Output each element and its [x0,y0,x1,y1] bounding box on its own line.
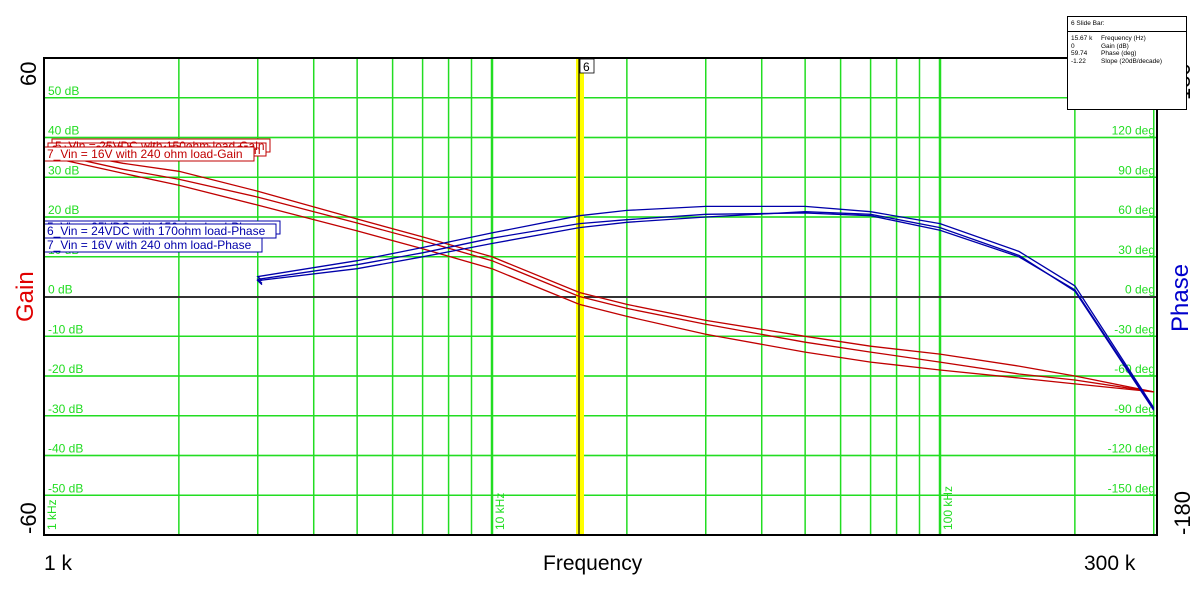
phase-tick: 60 deg [1118,203,1155,217]
x-axis-title: Frequency [543,552,643,575]
gain-curve [59,150,1154,393]
gain-tick: -40 dB [48,442,83,456]
gain-tick: -30 dB [48,402,83,416]
decade-labels: 1 kHz 10 kHz 100 kHz [45,486,955,530]
gain-tick: 0 dB [48,283,73,297]
x-axis-end: 300 k [1084,552,1136,575]
phase-tick: 90 deg [1118,163,1155,177]
phase-tick: -30 deg [1114,322,1155,336]
gain-tick: -20 dB [48,362,83,376]
gain-axis-title: Gain [12,271,39,322]
phase-curve [256,212,1155,410]
decade-label: 10 kHz [493,493,507,530]
slide-bar-row-gain: 0 Gain (dB) [1071,42,1129,50]
legend-gain: 5_Vin = 25VDC with 150ohm load-Gain 6_Vi… [43,138,271,162]
phase-tick-labels: 120 deg 90 deg 60 deg 30 deg 0 deg -30 deg -60… [1108,124,1155,496]
decade-label: 1 kHz [45,499,59,530]
phase-axis-title: Phase [1167,264,1194,332]
plot-border [43,57,1158,536]
slide-bar-title: 6 Slide Bar: [1068,17,1186,32]
phase-tick: -90 deg [1114,402,1155,416]
cursor-label: 6 [583,60,590,74]
gain-tick: 30 dB [48,163,79,177]
slide-bar-panel[interactable]: 6 Slide Bar: 15.67 k Frequency (Hz) 0 Gain… [1067,16,1187,110]
phase-curve [256,205,1155,409]
gain-curve [59,158,1154,393]
gain-axis-top: 60 [16,62,41,86]
x-axis-start: 1 k [44,552,73,575]
slide-bar-row-slope: -1.22 Slope (20dB/decade) [1071,57,1163,65]
gain-tick: 40 dB [48,124,79,138]
legend-phase-6: 6_Vin = 24VDC with 170ohm load-Phase [47,224,266,238]
gain-tick: 20 dB [48,203,79,217]
phase-tick: -60 deg [1114,362,1155,376]
legend-gain-7: 7_Vin = 16V with 240 ohm load-Gain [47,147,243,161]
phase-curve [256,211,1155,411]
phase-axis-bottom: -180 [1170,491,1195,535]
gain-axis-bottom: -60 [16,502,41,534]
curves [59,150,1155,411]
phase-tick: -120 deg [1108,442,1155,456]
gain-tick: 50 dB [48,84,79,98]
gain-tick: -50 dB [48,481,83,495]
gain-tick: -10 dB [48,322,83,336]
phase-tick: 30 deg [1118,243,1155,257]
phase-tick: 120 deg [1112,124,1155,138]
legend-phase-7: 7_Vin = 16V with 240 ohm load-Phase [47,238,252,252]
decade-label: 100 kHz [941,486,955,530]
gain-curve [59,154,1154,393]
phase-tick: 0 deg [1125,283,1155,297]
legend-phase: 5_Vin = 25VDC with 150ohm load-Phase 6_V… [43,220,281,253]
slide-bar-row-phase: 59.74 Phase (deg) [1071,50,1137,57]
phase-tick: -150 deg [1108,481,1155,495]
horizontal-gridlines [44,97,1157,496]
slide-bar-row-frequency: 15.67 k Frequency (Hz) [1071,35,1146,42]
